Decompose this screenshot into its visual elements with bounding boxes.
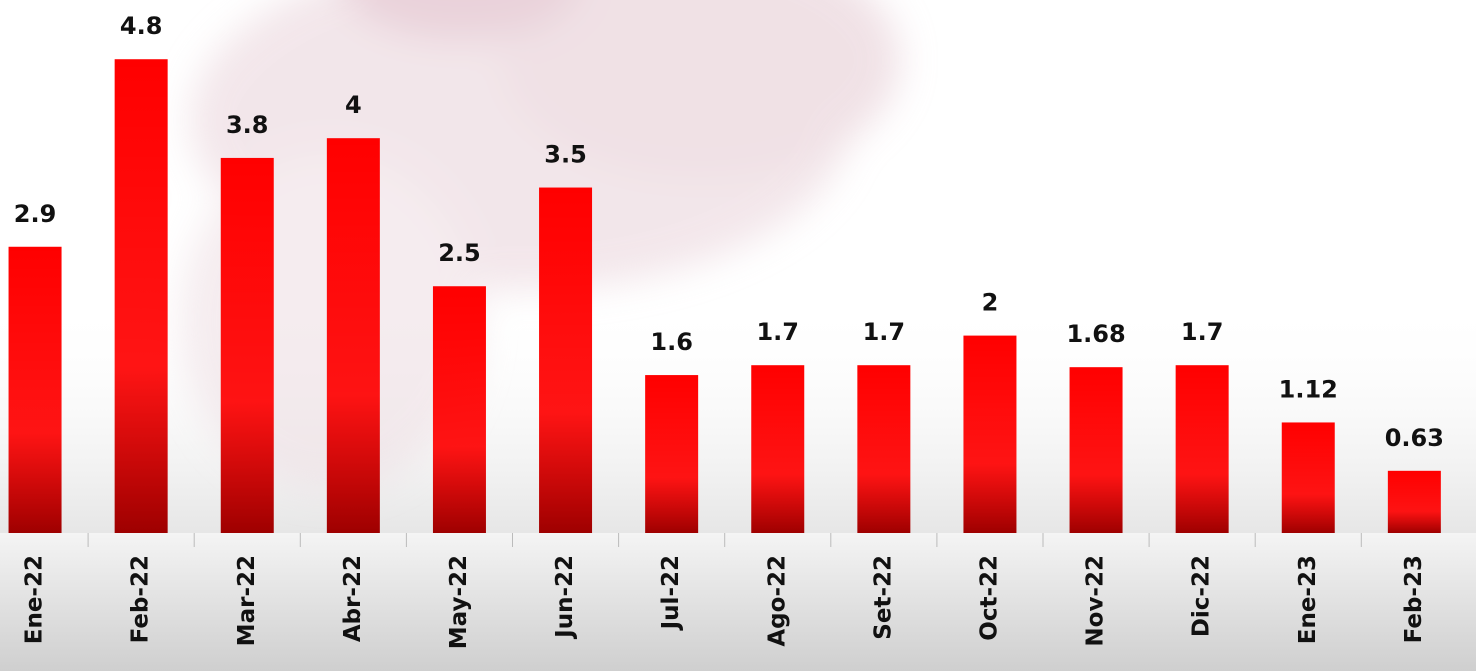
- bar: [1175, 365, 1229, 533]
- bar: [8, 246, 62, 533]
- value-label: 2: [982, 289, 999, 317]
- bar: [1387, 470, 1441, 533]
- bar: [963, 335, 1017, 533]
- x-tick-label: Abr-22: [340, 555, 366, 642]
- x-tick-label: Feb-22: [128, 555, 154, 643]
- bar: [1069, 367, 1123, 533]
- bar: [1281, 422, 1335, 533]
- value-label: 2.9: [14, 200, 57, 228]
- x-tick-label: May-22: [446, 555, 472, 649]
- value-label: 4.8: [120, 12, 163, 40]
- bar: [432, 286, 486, 533]
- bar: [645, 375, 699, 533]
- x-tick-label: Ene-22: [22, 555, 48, 644]
- x-tick-label: Ene-23: [1295, 555, 1321, 644]
- value-label: 3.8: [226, 111, 269, 139]
- x-tick-label: Ago-22: [764, 555, 790, 647]
- bar: [751, 365, 805, 533]
- bar: [326, 138, 380, 533]
- bar: [539, 187, 593, 533]
- value-label: 0.63: [1385, 424, 1444, 452]
- value-label: 3.5: [544, 141, 587, 169]
- bar: [857, 365, 911, 533]
- x-tick-label: Nov-22: [1083, 555, 1109, 647]
- x-tick-label: Jul-22: [658, 555, 684, 631]
- value-label: 1.7: [756, 318, 799, 346]
- x-tick-label: Feb-23: [1401, 555, 1427, 643]
- x-tick-label: Mar-22: [234, 555, 260, 646]
- value-label: 1.68: [1066, 320, 1125, 348]
- value-label: 1.7: [863, 318, 906, 346]
- x-tick-label: Oct-22: [976, 555, 1002, 641]
- bar: [114, 59, 168, 533]
- value-label: 1.7: [1181, 318, 1224, 346]
- value-label: 1.12: [1279, 375, 1338, 403]
- x-tick-label: Set-22: [870, 555, 896, 640]
- value-label: 2.5: [438, 239, 481, 267]
- x-tick-label: Jun-22: [552, 555, 578, 640]
- value-label: 4: [345, 91, 362, 119]
- value-label: 1.6: [650, 328, 693, 356]
- x-tick-label: Dic-22: [1189, 555, 1215, 637]
- bar: [220, 157, 274, 534]
